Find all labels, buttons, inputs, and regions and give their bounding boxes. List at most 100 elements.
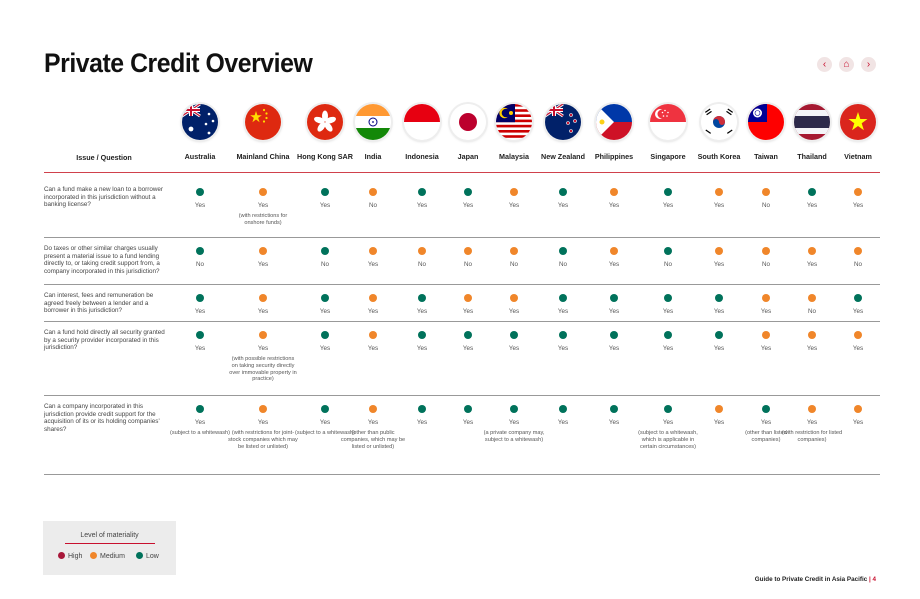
answer-text: No (761, 261, 771, 268)
table-cell: No (633, 247, 703, 268)
answer-text: Yes (367, 419, 379, 426)
answer-text: Yes (257, 345, 269, 352)
answer-text: No (853, 261, 863, 268)
materiality-dot-low (196, 294, 204, 302)
country-header-12: Thailand (797, 152, 827, 161)
answer-text: Yes (194, 345, 206, 352)
prev-page-button[interactable]: ‹ (817, 57, 832, 72)
answer-text: Yes (806, 419, 818, 426)
country-header-4: Indonesia (405, 152, 439, 161)
row-divider (44, 321, 880, 322)
flag-taiwan-icon (748, 104, 784, 140)
materiality-dot-medium (808, 247, 816, 255)
answer-note: (subject to a whitewash, which is applic… (638, 430, 698, 450)
country-header-11: Taiwan (754, 152, 778, 161)
answer-text: Yes (806, 202, 818, 209)
table-cell: Yes (228, 294, 298, 315)
materiality-dot-low (196, 247, 204, 255)
answer-text: Yes (416, 202, 428, 209)
answer-note: (other than listed companies) (745, 430, 787, 443)
materiality-dot-medium (854, 331, 862, 339)
flag-mainland-china-icon (245, 104, 281, 140)
table-cell: Yes (528, 331, 598, 352)
question-column-header: Issue / Question (76, 153, 132, 162)
materiality-dot-low (510, 405, 518, 413)
table-cell: Yes (528, 405, 598, 426)
question-text: Can a fund hold directly all security gr… (44, 329, 165, 352)
country-header-6: Malaysia (499, 152, 529, 161)
table-cell: Yes (387, 331, 457, 352)
answer-text: Yes (608, 202, 620, 209)
table-cell: No (823, 247, 893, 268)
table-cell: Yes (with restriction for listed companie… (777, 405, 847, 444)
materiality-dot-medium (808, 405, 816, 413)
answer-text: Yes (557, 308, 569, 315)
legend-dot-medium (90, 552, 97, 559)
materiality-dot-low (418, 331, 426, 339)
materiality-dot-medium (369, 188, 377, 196)
materiality-dot-medium (762, 331, 770, 339)
answer-text: No (558, 261, 568, 268)
answer-text: No (761, 202, 771, 209)
table-cell: No (777, 294, 847, 315)
answer-text: Yes (257, 261, 269, 268)
answer-text: Yes (416, 345, 428, 352)
answer-text: Yes (713, 345, 725, 352)
answer-note: (other than public companies, which may … (340, 430, 406, 450)
materiality-dot-medium (259, 405, 267, 413)
answer-text: Yes (462, 308, 474, 315)
materiality-dot-low (762, 405, 770, 413)
table-cell: Yes (290, 294, 360, 315)
table-cell: Yes (290, 188, 360, 209)
materiality-dot-low (808, 188, 816, 196)
table-cell: Yes (338, 247, 408, 268)
table-cell: Yes (684, 188, 754, 209)
question-text: Do taxes or other similar charges usuall… (44, 245, 160, 275)
materiality-dot-medium (369, 294, 377, 302)
answer-text: Yes (662, 202, 674, 209)
answer-text: No (320, 261, 330, 268)
table-cell: Yes (684, 331, 754, 352)
answer-note: (with possible restrictions on taking se… (229, 356, 297, 383)
materiality-dot-medium (762, 294, 770, 302)
materiality-dot-low (196, 405, 204, 413)
answer-text: Yes (662, 419, 674, 426)
table-cell: Yes (579, 294, 649, 315)
materiality-dot-low (510, 331, 518, 339)
answer-text: Yes (508, 202, 520, 209)
next-page-button[interactable]: › (861, 57, 876, 72)
answer-text: Yes (257, 308, 269, 315)
answer-text: No (663, 261, 673, 268)
answer-text: Yes (713, 308, 725, 315)
flag-row (0, 100, 920, 144)
materiality-dot-low (854, 294, 862, 302)
answer-text: Yes (608, 345, 620, 352)
materiality-dot-medium (464, 247, 472, 255)
legend-item-low: Low (136, 552, 159, 560)
table-cell: Yes (165, 188, 235, 209)
materiality-dot-low (418, 405, 426, 413)
table-cell: Yes (684, 405, 754, 426)
materiality-dot-medium (808, 294, 816, 302)
answer-text: No (195, 261, 205, 268)
table-cell: Yes (579, 331, 649, 352)
legend-divider (65, 543, 155, 544)
table-cell: Yes (684, 247, 754, 268)
materiality-dot-medium (762, 247, 770, 255)
table-cell: Yes (731, 331, 801, 352)
materiality-dot-medium (854, 405, 862, 413)
row-divider (44, 395, 880, 396)
answer-text: Yes (608, 261, 620, 268)
row-divider (44, 284, 880, 285)
answer-text: Yes (194, 419, 206, 426)
answer-text: Yes (508, 308, 520, 315)
materiality-dot-medium (259, 247, 267, 255)
flag-japan-icon (450, 104, 486, 140)
country-header-9: Singapore (650, 152, 686, 161)
answer-text: Yes (608, 419, 620, 426)
answer-text: Yes (852, 202, 864, 209)
answer-text: Yes (194, 202, 206, 209)
table-cell: Yes (777, 247, 847, 268)
home-button[interactable]: ⌂ (839, 57, 854, 72)
table-cell: Yes (with possible restrictions on taking… (228, 331, 298, 383)
